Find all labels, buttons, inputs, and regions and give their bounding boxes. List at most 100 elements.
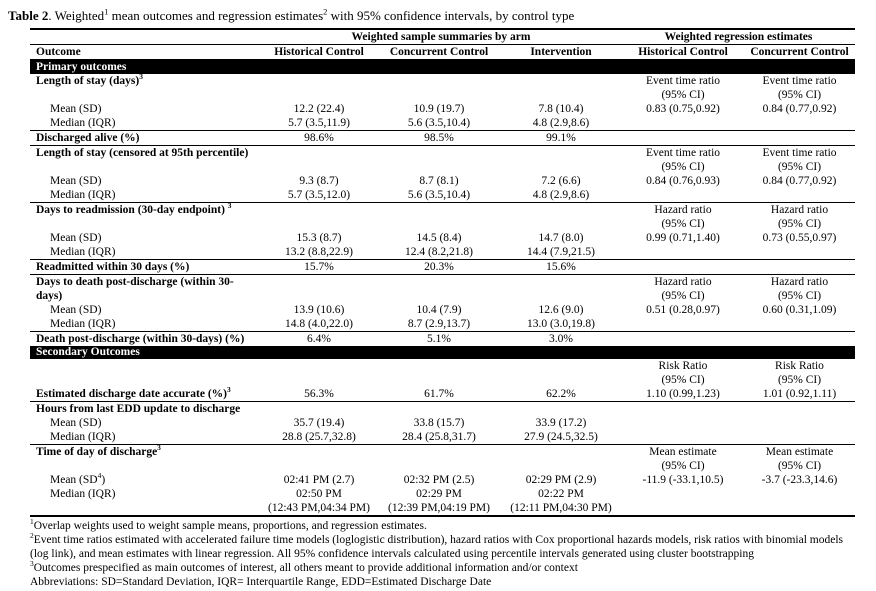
value-cell: 0.51 (0.28,0.97) [646,304,720,316]
table-row: Median (IQR) 28.8 (25.7,32.8) 28.4 (25.8,3… [30,430,855,445]
value-cell [622,130,744,146]
value-cell [378,401,500,416]
value-cell [744,130,855,146]
table-title: Table 2. Weighted1 mean outcomes and reg… [8,6,575,23]
table-row: Length of stay (days)3 Event time ratio (… [30,73,855,102]
value-cell: 14.8 (4.0,22.0) [284,318,354,330]
value-cell [378,74,500,102]
value-cell: 0.83 (0.75,0.92) [646,103,720,115]
value-cell: 5.7 (3.5,11.9) [288,117,350,129]
statistic-label: Mean (SD) [50,232,102,244]
value-cell: 0.99 (0.71,1.40) [646,232,720,244]
column-header-historical-control-sample: Historical Control [260,44,378,61]
value-cell: 14.4 (7.9,21.5) [526,246,596,258]
statistic-label: Mean (SD) [50,417,102,429]
value-cell: 12.4 (8.2,21.8) [404,246,474,258]
value-cell [260,401,378,416]
outcome-label [30,359,260,387]
table-row: Mean (SD) 9.3 (8.7) 8.7 (8.1) 7.2 (6.6) 0.84… [30,174,855,188]
value-cell: 4.8 (2.9,8.6) [532,117,590,129]
span-header-blank [30,28,260,45]
table-row: Days to readmission (30-day endpoint) 3 H… [30,202,855,231]
footnote: 1Overlap weights used to weight sample m… [30,517,427,532]
value-cell [500,444,622,473]
value-cell: 99.1% [500,130,622,146]
value-cell: 10.4 (7.9) [416,304,462,316]
footnote: 3Outcomes prespecified as main outcomes … [30,559,578,574]
value-cell: 1.10 (0.99,1.23) [646,388,720,400]
value-cell: 0.73 (0.55,0.97) [762,232,837,244]
value-cell: 98.6% [260,130,378,146]
value-cell: 15.7% [260,259,378,275]
statistic-label: Median (IQR) [50,189,116,201]
table-row: Hours from last EDD update to discharge [30,401,855,416]
table-row: Length of stay (censored at 95th percent… [30,145,855,174]
table-row: Median (IQR) 02:50 PM (12:43 PM,04:34 PM)… [30,487,855,517]
value-cell [260,274,378,303]
value-cell: 0.84 (0.77,0.92) [762,175,837,187]
statistic-label: Mean (SD) [50,304,102,316]
value-cell: 27.9 (24.5,32.5) [524,431,598,443]
value-cell [622,188,744,203]
value-cell: 02:22 PM (12:11 PM,04:30 PM) [500,487,622,517]
value-cell: 13.9 (10.6) [293,304,345,316]
value-cell: 02:29 PM (12:39 PM,04:19 PM) [378,487,500,517]
value-cell: 13.0 (3.0,19.8) [526,318,596,330]
value-cell [500,145,622,174]
value-cell [744,401,855,416]
value-cell [622,331,744,346]
table-row: Mean (SD) 13.9 (10.6) 10.4 (7.9) 12.6 (9.0)… [30,303,855,317]
table-row: Median (IQR) 14.8 (4.0,22.0) 8.7 (2.9,13.7… [30,317,855,332]
table-row: Mean (SD) 15.3 (8.7) 14.5 (8.4) 14.7 (8.0) 0… [30,231,855,245]
value-cell: 14.7 (8.0) [538,232,584,244]
value-cell: 12.6 (9.0) [538,304,584,316]
statistic-label: Median (IQR) [50,246,116,258]
value-cell: -11.9 (-33.1,10.5) [642,474,724,486]
value-cell: 5.6 (3.5,10.4) [407,117,471,129]
value-cell: -3.7 (-23.3,14.6) [761,474,838,486]
value-cell: 7.2 (6.6) [541,175,581,187]
value-cell [744,317,855,332]
column-header-concurrent-control-regression: Concurrent Control [744,44,855,61]
statistic-label: Mean (SD) [50,103,102,115]
table-row: Estimated discharge date accurate (%)3 56… [30,386,855,402]
section-banner-row: Secondary Outcomes [30,346,855,359]
value-cell [622,401,744,416]
value-cell: 9.3 (8.7) [299,175,339,187]
footnote: Abbreviations: SD=Standard Deviation, IQ… [30,576,492,588]
value-cell: 5.6 (3.5,10.4) [407,189,471,201]
value-cell: 02:29 PM (2.9) [525,474,597,486]
value-cell [744,259,855,275]
value-cell: 5.1% [378,331,500,346]
table-row: Median (IQR) 13.2 (8.8,22.9) 12.4 (8.2,21.… [30,245,855,260]
value-cell: Event time ratio (95% CI) [744,145,855,174]
outcome-label: Discharged alive (%) [30,130,260,146]
value-cell: 20.3% [378,259,500,275]
value-cell [500,274,622,303]
value-cell: Event time ratio (95% CI) [762,75,837,101]
span-header-sample-summaries: Weighted sample summaries by arm [260,28,622,45]
table-row: Median (IQR) 5.7 (3.5,11.9) 5.6 (3.5,10.4)… [30,116,855,131]
value-cell: Hazard ratio (95% CI) [744,202,855,231]
table-row: Mean (SD) 12.2 (22.4) 10.9 (19.7) 7.8 (10.4… [30,102,855,116]
value-cell: 15.3 (8.7) [296,232,342,244]
value-cell [744,487,855,517]
value-cell [622,416,744,430]
value-cell [260,202,378,231]
value-cell: 28.8 (25.7,32.8) [282,431,356,443]
value-cell: 02:50 PM (12:43 PM,04:34 PM) [260,487,378,517]
outcome-label: Length of stay (censored at 95th percent… [30,145,260,174]
table-row: Mean (SD) 35.7 (19.4) 33.8 (15.7) 33.9 (17.… [30,416,855,430]
value-cell [622,116,744,131]
column-header-historical-control-regression: Historical Control [622,44,744,61]
section-banner-row: Primary outcomes [30,60,855,74]
table-row: Risk Ratio (95% CI) Risk Ratio (95% CI) [30,359,855,387]
section-banner: Secondary Outcomes [30,346,855,359]
column-header-concurrent-control-sample: Concurrent Control [378,44,500,61]
value-cell: 14.5 (8.4) [416,232,462,244]
value-cell [622,245,744,260]
section-banner: Primary outcomes [30,60,855,74]
statistic-label: Median (IQR) [50,318,116,330]
value-cell [500,359,622,387]
outcomes-table: Weighted sample summaries by arm Weighte… [30,28,855,517]
